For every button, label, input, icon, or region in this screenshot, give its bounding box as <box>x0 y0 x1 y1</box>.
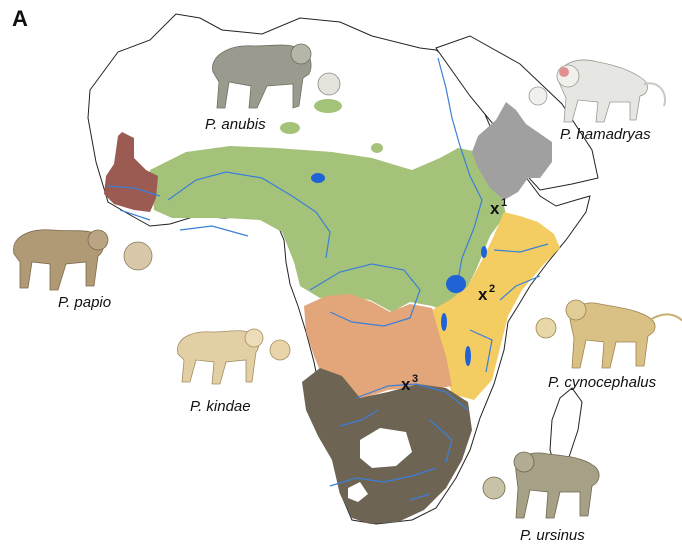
label-kindae: P. kindae <box>190 398 251 415</box>
southern-rivers <box>339 409 453 501</box>
label-ursinus: P. ursinus <box>520 527 585 544</box>
hybrid-zone-2: x 2 <box>478 283 495 304</box>
range-anubis-patch-2 <box>280 122 300 134</box>
lake-turkana <box>481 246 487 258</box>
label-hamadryas: P. hamadryas <box>560 126 651 143</box>
east-rivers <box>469 243 549 373</box>
lake-victoria <box>446 275 466 293</box>
range-anubis-patch-4 <box>420 178 430 186</box>
range-kindae <box>304 294 452 398</box>
chacma-baboon-illustration <box>482 451 600 519</box>
guinea-baboon-illustration <box>13 229 153 291</box>
yellow-baboon-illustration <box>535 299 682 369</box>
hybrid-zone-2-number: 2 <box>489 283 495 295</box>
label-anubis: P. anubis <box>205 116 266 133</box>
olive-baboon-illustration <box>212 43 341 109</box>
label-cynocephalus: P. cynocephalus <box>548 374 657 391</box>
congo-river <box>309 263 421 327</box>
range-anubis-patch-3 <box>371 143 383 153</box>
range-papio <box>104 132 158 212</box>
ursinus-range-gap-small <box>348 482 368 502</box>
lakes <box>311 173 487 366</box>
kinda-baboon-illustration <box>177 328 291 385</box>
hybrid-zone-2-mark: x <box>478 285 488 304</box>
hybrid-zone-3: x 3 <box>401 373 418 394</box>
niger-river <box>167 171 331 259</box>
hamadryas-baboon-illustration <box>528 59 666 123</box>
range-hamadryas <box>472 102 552 200</box>
hybrid-zone-1-mark: x <box>490 199 500 218</box>
orange-river <box>329 467 437 487</box>
hybrid-zone-1: x 1 <box>490 197 507 218</box>
hybrid-zone-1-number: 1 <box>501 197 507 209</box>
nile-river <box>437 57 483 281</box>
panel-letter: A <box>12 6 28 31</box>
zambezi-river <box>355 383 469 411</box>
ursinus-range-gap <box>360 428 412 468</box>
west-rivers <box>107 185 249 237</box>
hybrid-zone-3-mark: x <box>401 375 411 394</box>
range-anubis-patch-1 <box>314 99 342 113</box>
lake-tanganyika <box>441 313 447 331</box>
lake-malawi <box>465 346 471 366</box>
lake-chad <box>311 173 325 183</box>
range-cynocephalus <box>432 212 560 400</box>
hybrid-zone-3-number: 3 <box>412 373 418 385</box>
label-papio: P. papio <box>58 294 112 311</box>
river-network <box>107 57 549 501</box>
